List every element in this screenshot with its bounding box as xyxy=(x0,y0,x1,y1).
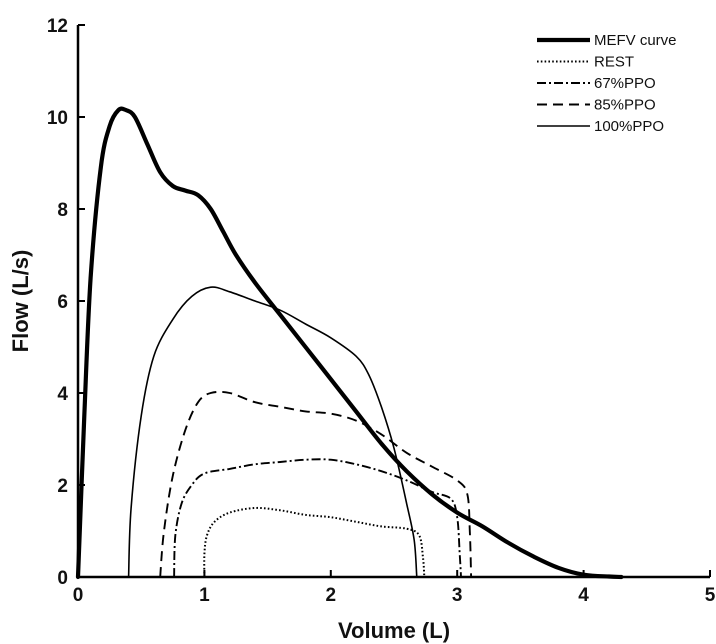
x-tick-label: 5 xyxy=(705,585,716,606)
legend: MEFV curve REST 67%PPO 85%PPO 100%PPO xyxy=(537,32,677,135)
y-tick-label: 12 xyxy=(47,16,68,37)
x-tick-label: 1 xyxy=(199,585,210,606)
legend-label: MEFV curve xyxy=(594,32,677,49)
y-tick-label: 4 xyxy=(57,384,68,405)
x-tick-label: 2 xyxy=(326,585,337,606)
x-axis-label: Volume (L) xyxy=(338,618,450,643)
y-tick-label: 8 xyxy=(57,200,68,221)
series-line-rest xyxy=(203,506,426,578)
series-line-67-ppo xyxy=(173,458,462,578)
series-layer xyxy=(75,106,624,580)
legend-label: REST xyxy=(594,54,634,71)
y-tick-label: 10 xyxy=(47,108,68,129)
y-tick-label: 6 xyxy=(57,292,68,313)
legend-label: 85%PPO xyxy=(594,97,656,114)
legend-label: 67%PPO xyxy=(594,75,656,92)
series-line-mefv-curve xyxy=(75,106,624,580)
legend-label: 100%PPO xyxy=(594,118,664,135)
x-tick-label: 0 xyxy=(73,585,84,606)
y-axis-label: Flow (L/s) xyxy=(8,250,33,353)
x-tick-label: 4 xyxy=(578,585,589,606)
series-line-85-ppo xyxy=(159,390,473,578)
y-tick-label: 2 xyxy=(57,476,68,497)
y-tick-label: 0 xyxy=(57,568,68,589)
x-tick-label: 3 xyxy=(452,585,463,606)
